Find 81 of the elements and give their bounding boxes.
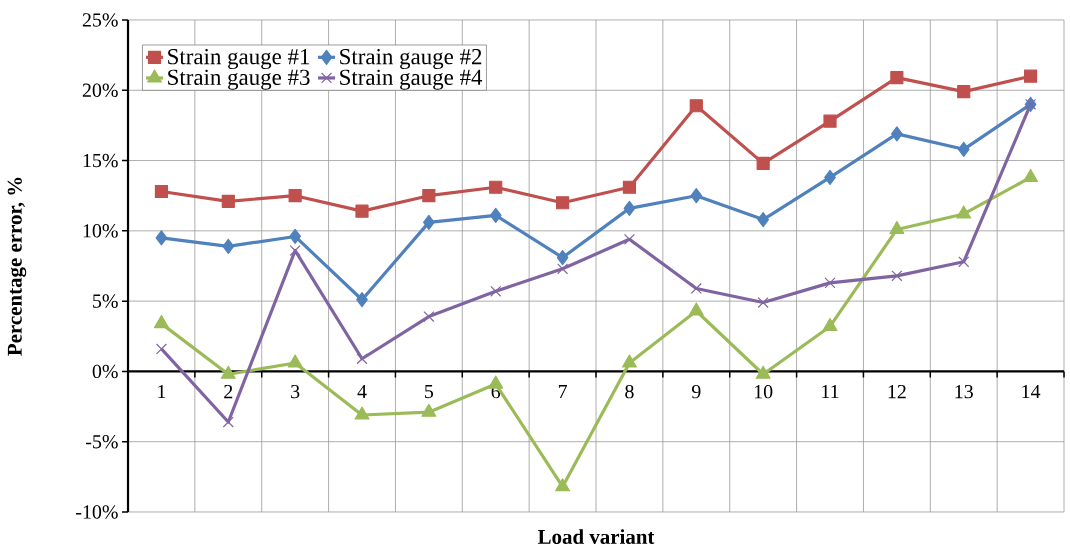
y-tick-label: -10% — [76, 505, 118, 519]
point — [956, 205, 972, 219]
point — [890, 71, 904, 85]
x-tick-label: 14 — [1022, 384, 1041, 399]
point — [757, 296, 769, 309]
point — [289, 244, 301, 257]
point — [623, 233, 635, 245]
point — [155, 230, 168, 246]
point — [622, 180, 637, 194]
point — [288, 189, 302, 203]
x-tick-label: 8 — [625, 384, 634, 399]
point — [557, 263, 569, 275]
point — [756, 156, 770, 170]
point — [755, 365, 771, 379]
point — [556, 249, 569, 266]
point — [690, 188, 703, 204]
x-tick-label: 12 — [888, 384, 906, 399]
legend-label: Strain gauge #2 — [340, 48, 482, 70]
y-tick-label: 0% — [92, 364, 118, 379]
point — [690, 282, 702, 295]
point — [957, 85, 971, 99]
point — [488, 375, 504, 389]
x-tick-label: 9 — [691, 384, 701, 399]
point — [489, 180, 503, 194]
point — [555, 196, 570, 210]
point — [1023, 69, 1038, 83]
point — [623, 200, 636, 216]
x-tick-label: 13 — [955, 384, 973, 399]
point — [356, 292, 368, 308]
point — [823, 114, 837, 128]
point — [356, 353, 368, 365]
legend-label: Strain gauge #3 — [168, 69, 310, 90]
point — [423, 311, 435, 323]
point — [891, 270, 903, 282]
point — [155, 343, 167, 355]
point — [555, 478, 571, 492]
point — [757, 212, 769, 228]
y-tick-label: 15% — [83, 153, 118, 168]
x-tick-label: 11 — [822, 384, 839, 399]
point — [489, 207, 502, 223]
point — [354, 406, 370, 420]
point — [222, 416, 234, 428]
point — [957, 141, 970, 157]
point — [423, 214, 435, 231]
point — [824, 277, 836, 289]
y-axis-title: Percentage error, % — [7, 177, 27, 356]
point — [490, 285, 502, 297]
point — [1023, 168, 1039, 183]
point — [958, 256, 970, 268]
legend-label: Strain gauge #1 — [168, 48, 310, 70]
y-tick-label: -5% — [86, 434, 118, 449]
point — [689, 99, 703, 113]
x-tick-label: 1 — [158, 384, 166, 399]
point — [824, 169, 836, 186]
point — [422, 189, 436, 203]
point — [154, 184, 169, 199]
point — [355, 204, 369, 218]
x-tick-label: 2 — [224, 384, 233, 399]
point — [889, 220, 905, 235]
point — [421, 403, 437, 417]
x-tick-label: 10 — [754, 384, 773, 399]
x-tick-label: 5 — [425, 384, 434, 399]
point — [287, 354, 303, 368]
y-tick-label: 20% — [82, 83, 118, 98]
point — [289, 228, 301, 245]
point — [621, 354, 637, 368]
x-axis-title: Load variant — [537, 529, 655, 544]
x-tick-label: 3 — [291, 384, 300, 399]
point — [822, 317, 838, 332]
point — [222, 238, 235, 254]
point — [688, 302, 704, 316]
point — [221, 194, 235, 208]
x-tick-label: 7 — [558, 384, 567, 398]
x-tick-label: 4 — [357, 384, 367, 399]
point — [153, 315, 169, 329]
y-tick-label: 10% — [83, 224, 118, 238]
point — [891, 126, 903, 142]
point — [220, 365, 236, 379]
y-tick-label: 5% — [93, 294, 118, 308]
legend-label: Strain gauge #4 — [340, 69, 483, 90]
y-tick-label: 25% — [82, 13, 118, 27]
